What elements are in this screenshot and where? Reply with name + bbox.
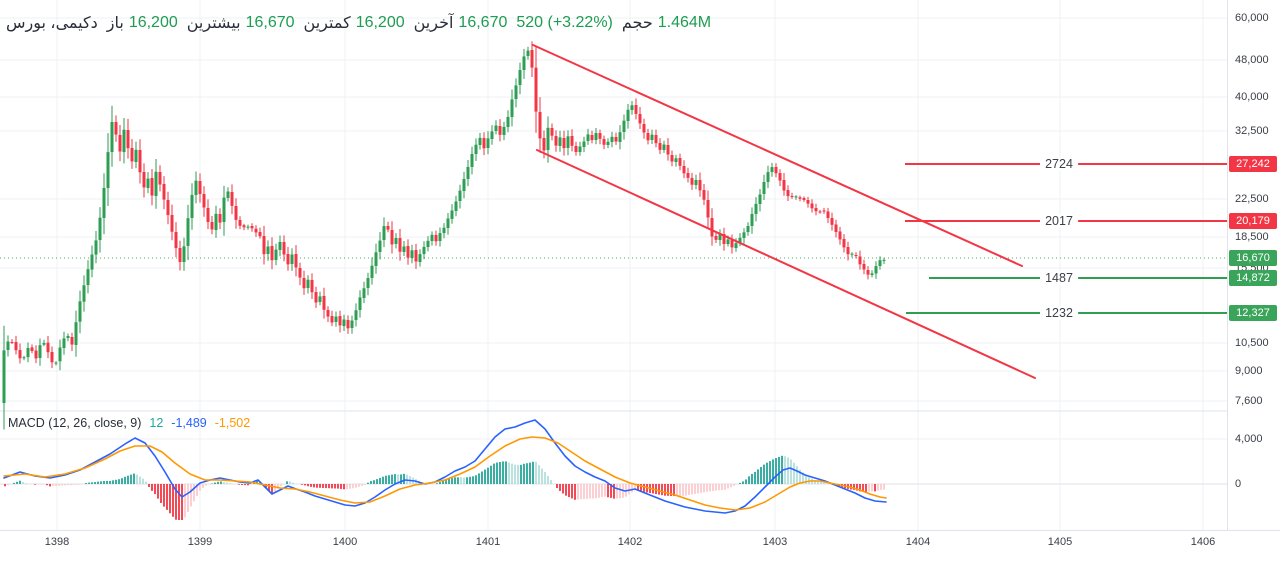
level-label-1232[interactable]: 1232: [1040, 306, 1078, 320]
legend-last: آخرین 16,670: [414, 13, 508, 33]
volume-label: حجم: [621, 15, 653, 32]
price-level-lines[interactable]: [905, 163, 1228, 314]
macd-title: MACD (12, 26, close, 9): [8, 416, 142, 430]
year-tick-1406: 1406: [1190, 536, 1216, 548]
macd-signal-line: [3, 436, 887, 511]
legend-volume: حجم 1.464M: [622, 13, 711, 33]
price-tick-18,500: 18,500: [1235, 231, 1269, 243]
year-tick-1404: 1404: [905, 536, 931, 548]
gridlines: [0, 0, 1228, 530]
price-tick-22,500: 22,500: [1235, 193, 1269, 205]
price-tick-0: 0: [1235, 478, 1242, 490]
axis-corner: [1228, 530, 1280, 561]
year-tick-1401: 1401: [475, 536, 501, 548]
macd-indicator-legend[interactable]: MACD (12, 26, close, 9) 12 -1,489 -1,502: [8, 416, 250, 430]
price-badge-14,872: 14,872: [1229, 270, 1277, 286]
legend-open: باز 16,200: [107, 13, 178, 33]
price-badge-27,242: 27,242: [1229, 156, 1277, 172]
open-value: 16,200: [128, 14, 178, 31]
price-badge-16,670: 16,670: [1229, 250, 1277, 266]
year-tick-1403: 1403: [762, 536, 788, 548]
year-tick-1400: 1400: [332, 536, 358, 548]
price-tick-32,500: 32,500: [1235, 125, 1269, 137]
macd-signal-value: -1,502: [214, 416, 251, 430]
low-value: 16,200: [355, 14, 405, 31]
trend-channel[interactable]: [532, 44, 1036, 379]
macd-histogram: [4, 455, 885, 520]
candlestick-series: [2, 41, 886, 430]
legend-high: بیشترین 16,670: [187, 13, 295, 33]
price-tick-7,600: 7,600: [1235, 395, 1263, 407]
year-tick-1399: 1399: [187, 536, 213, 548]
year-tick-1398: 1398: [44, 536, 70, 548]
last-value: 16,670: [458, 14, 508, 31]
year-tick-1405: 1405: [1047, 536, 1073, 548]
volume-value: 1.464M: [657, 14, 712, 31]
price-tick-40,000: 40,000: [1235, 91, 1269, 103]
change-value: 520 (+3.22%): [516, 14, 613, 31]
symbol-ohlc-legend[interactable]: دکیمی، بورس باز 16,200 بیشترین 16,670 کم…: [6, 13, 711, 33]
price-tick-48,000: 48,000: [1235, 54, 1269, 66]
channel-upper-line[interactable]: [532, 44, 1023, 267]
price-badge-12,327: 12,327: [1229, 305, 1277, 321]
level-label-2017[interactable]: 2017: [1040, 214, 1078, 228]
price-tick-60,000: 60,000: [1235, 12, 1269, 24]
high-label: بیشترین: [186, 15, 241, 32]
open-label: باز: [106, 15, 124, 32]
macd-line-value: -1,489: [171, 416, 207, 430]
symbol-name[interactable]: دکیمی، بورس: [6, 15, 98, 32]
price-badge-20,179: 20,179: [1229, 213, 1277, 229]
level-label-1487[interactable]: 1487: [1040, 271, 1078, 285]
time-axis[interactable]: 1398 1399 1400 1401 1402 1403 1404 1405 1406: [0, 530, 1228, 561]
price-tick-9,000: 9,000: [1235, 365, 1263, 377]
legend-low: کمترین 16,200: [304, 13, 405, 33]
level-label-2724[interactable]: 2724: [1040, 157, 1078, 171]
low-label: کمترین: [303, 15, 351, 32]
macd-hist-value: 12: [149, 416, 164, 430]
high-value: 16,670: [245, 14, 295, 31]
macd-line: [3, 419, 887, 514]
year-tick-1402: 1402: [617, 536, 643, 548]
last-label: آخرین: [413, 15, 454, 32]
price-axis[interactable]: 60,000 48,000 40,000 32,500 22,500 18,500 15,5…: [1227, 0, 1280, 530]
channel-lower-line[interactable]: [536, 149, 1036, 379]
price-tick-4,000: 4,000: [1235, 433, 1263, 445]
price-tick-10,500: 10,500: [1235, 337, 1269, 349]
